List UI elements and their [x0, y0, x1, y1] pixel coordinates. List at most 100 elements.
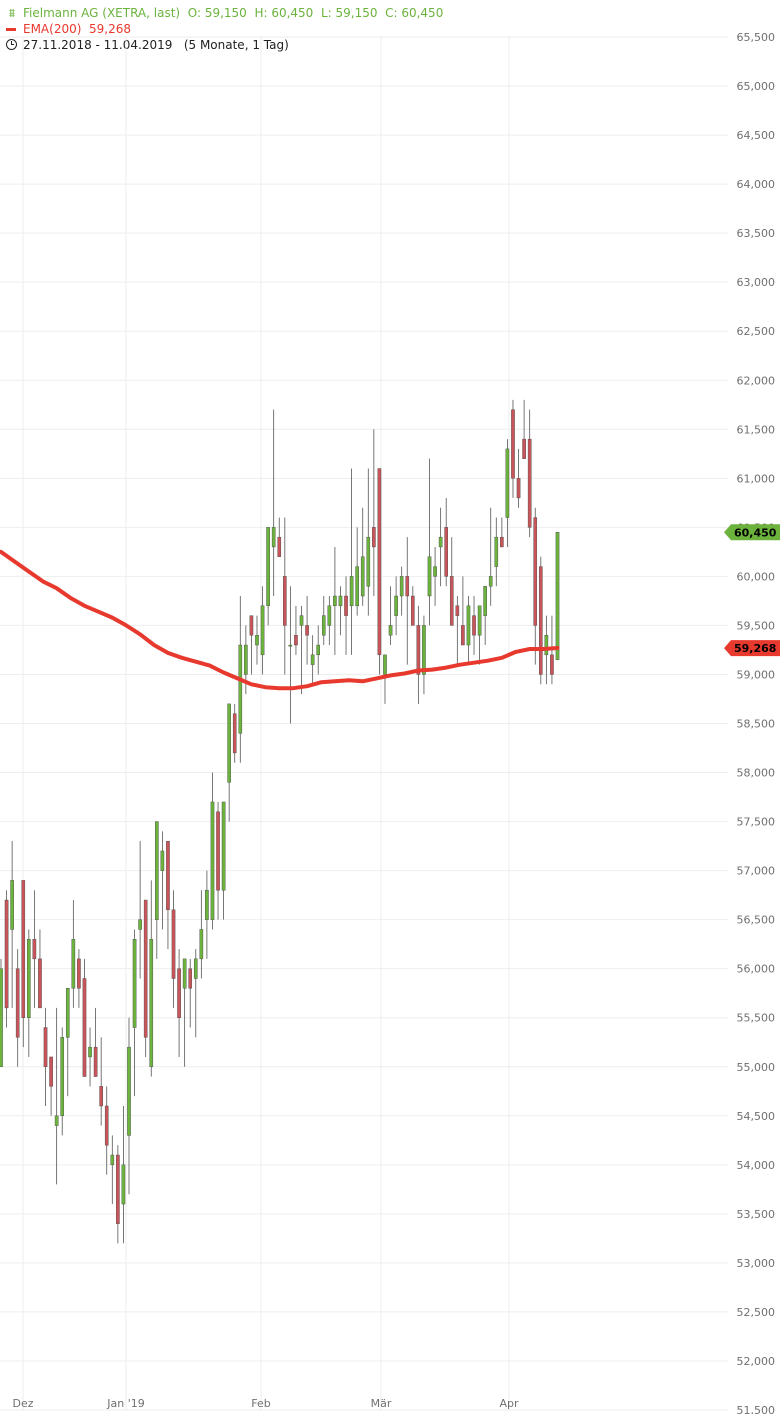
candle-body	[488, 576, 493, 587]
candle-body	[383, 654, 387, 675]
candle-body	[238, 644, 243, 734]
y-tick-label: 54,000	[737, 1159, 776, 1172]
candle	[4, 890, 9, 1028]
y-tick-label: 60,000	[737, 570, 776, 583]
candle-body	[193, 958, 198, 979]
candle-body	[550, 654, 554, 675]
y-tick-label: 52,000	[737, 1355, 776, 1368]
candle-body	[27, 939, 31, 1018]
candle	[205, 870, 209, 959]
candle	[149, 880, 154, 1077]
legend-range: 27.11.2018 - 11.04.2019 (5 Monate, 1 Tag…	[6, 37, 289, 53]
candle-body	[539, 566, 543, 675]
candle-body	[399, 576, 404, 597]
candle-body	[227, 703, 231, 783]
ema-path	[0, 549, 560, 691]
candle	[160, 831, 165, 930]
candle	[394, 576, 398, 636]
candle	[388, 586, 393, 646]
y-tick-label: 58,500	[737, 718, 776, 731]
candle-body	[138, 919, 142, 930]
candle-body	[355, 566, 359, 607]
candle-body	[38, 958, 42, 1009]
y-tick-label: 54,500	[737, 1110, 776, 1123]
candle-body	[444, 527, 449, 577]
candle	[372, 429, 376, 597]
candle-body	[249, 615, 254, 636]
candle	[255, 615, 259, 665]
candle	[216, 801, 220, 920]
candle	[377, 468, 382, 675]
candle-body	[555, 532, 560, 660]
candle-body	[155, 821, 159, 920]
candle	[21, 880, 26, 1048]
candle-body	[65, 988, 70, 1038]
candle-body	[43, 1027, 48, 1067]
candle	[0, 958, 3, 1067]
candle-body	[188, 968, 193, 989]
y-tick-label: 58,000	[737, 767, 776, 780]
candle	[27, 929, 31, 1057]
candle	[321, 596, 326, 646]
candle-body	[110, 1154, 115, 1166]
candle-body	[427, 556, 432, 597]
candle	[338, 586, 343, 636]
candle-body	[405, 576, 410, 597]
candle-body	[316, 644, 321, 656]
candle	[82, 958, 87, 1077]
price-axis: 65,500 65,000 64,500 64,000 63,500 63,000 62,5…	[737, 31, 776, 1414]
y-tick-label: 55,000	[737, 1061, 776, 1074]
candle-body	[88, 1046, 92, 1058]
candle	[54, 1007, 59, 1185]
candle-body	[483, 586, 487, 616]
y-tick-label: 63,500	[737, 227, 776, 240]
candle	[182, 958, 187, 1067]
candle-body	[438, 536, 443, 548]
candle-body	[171, 909, 176, 979]
candle	[405, 537, 410, 665]
candle-body	[344, 595, 348, 616]
candle-body	[182, 958, 187, 989]
candle-body	[299, 615, 304, 626]
candle	[232, 703, 237, 763]
time-axis: Dez Jan '19 Feb Mär Apr	[12, 1397, 518, 1410]
candle	[32, 890, 37, 1008]
candle	[132, 929, 137, 1097]
candle-body	[360, 556, 365, 597]
candle-body	[99, 1086, 103, 1107]
candle	[177, 949, 181, 1057]
candle-body	[266, 527, 270, 607]
candle	[227, 703, 231, 822]
candle	[299, 605, 304, 695]
candle	[355, 527, 359, 616]
candle	[166, 840, 170, 950]
candle-body	[333, 595, 337, 607]
candle	[422, 615, 426, 695]
y-tick-label: 61,500	[737, 423, 776, 436]
ohlc-values: O: 59,150 H: 60,450 L: 59,150 C: 60,450	[187, 6, 444, 20]
candle	[477, 605, 482, 665]
candle	[516, 448, 521, 508]
candle-body	[466, 605, 471, 646]
candle-body	[544, 635, 549, 656]
candle	[416, 605, 421, 704]
grid	[0, 36, 728, 1411]
candle-body	[54, 1115, 59, 1126]
candle-body	[500, 536, 504, 548]
ema-line	[0, 549, 560, 691]
candle-body	[15, 968, 20, 1038]
candle	[344, 576, 348, 655]
candle-body	[372, 527, 376, 548]
candle	[116, 1145, 120, 1244]
y-tick-label: 61,000	[737, 472, 776, 485]
candle	[488, 507, 493, 606]
x-tick-label: Dez	[12, 1397, 33, 1410]
candle	[266, 527, 270, 626]
candle	[99, 1037, 103, 1126]
candle-body	[216, 811, 220, 891]
y-tick-label: 57,500	[737, 816, 776, 829]
candle	[104, 1086, 109, 1175]
candle-body	[49, 1056, 53, 1087]
candle	[193, 949, 198, 1038]
candle	[310, 635, 315, 685]
